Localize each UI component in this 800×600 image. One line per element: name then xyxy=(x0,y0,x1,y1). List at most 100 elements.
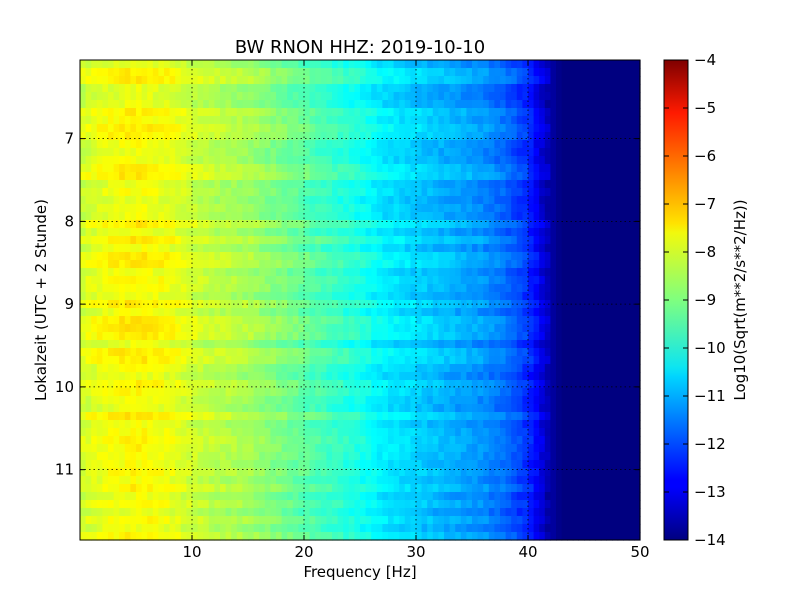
heatmap-cell xyxy=(270,276,277,285)
heatmap-cell xyxy=(382,356,389,365)
heatmap-cell xyxy=(169,204,176,213)
heatmap-cell xyxy=(276,452,283,461)
heatmap-cell xyxy=(91,116,98,125)
heatmap-cell xyxy=(259,452,266,461)
heatmap-cell xyxy=(466,420,473,429)
heatmap-cell xyxy=(343,276,350,285)
heatmap-cell xyxy=(393,84,400,93)
heatmap-cell xyxy=(606,76,613,85)
heatmap-cell xyxy=(354,164,361,173)
heatmap-cell xyxy=(455,76,462,85)
heatmap-cell xyxy=(332,444,339,453)
heatmap-cell xyxy=(623,228,630,237)
heatmap-cell xyxy=(416,260,423,269)
heatmap-cell xyxy=(276,340,283,349)
heatmap-cell xyxy=(438,284,445,293)
heatmap-cell xyxy=(248,156,255,165)
heatmap-cell xyxy=(287,188,294,197)
heatmap-cell xyxy=(466,436,473,445)
heatmap-cell xyxy=(91,148,98,157)
heatmap-cell xyxy=(444,380,451,389)
heatmap-cell xyxy=(427,68,434,77)
heatmap-cell xyxy=(550,140,557,149)
heatmap-cell xyxy=(343,212,350,221)
heatmap-cell xyxy=(136,420,143,429)
heatmap-cell xyxy=(343,196,350,205)
heatmap-cell xyxy=(287,244,294,253)
heatmap-cell xyxy=(248,364,255,373)
heatmap-cell xyxy=(494,452,501,461)
heatmap-cell xyxy=(108,164,115,173)
heatmap-cell xyxy=(276,68,283,77)
heatmap-cell xyxy=(91,412,98,421)
heatmap-cell xyxy=(348,260,355,269)
heatmap-cell xyxy=(382,420,389,429)
heatmap-cell xyxy=(399,300,406,309)
heatmap-cell xyxy=(516,188,523,197)
heatmap-cell xyxy=(108,428,115,437)
heatmap-cell xyxy=(612,164,619,173)
heatmap-cell xyxy=(259,60,266,69)
heatmap-cell xyxy=(449,164,456,173)
heatmap-cell xyxy=(309,228,316,237)
heatmap-cell xyxy=(483,244,490,253)
heatmap-cell xyxy=(460,92,467,101)
heatmap-cell xyxy=(421,436,428,445)
heatmap-cell xyxy=(343,284,350,293)
heatmap-cell xyxy=(80,188,87,197)
heatmap-cell xyxy=(410,428,417,437)
heatmap-cell xyxy=(628,284,635,293)
heatmap-cell xyxy=(96,420,103,429)
heatmap-cell xyxy=(214,108,221,117)
heatmap-cell xyxy=(102,444,109,453)
heatmap-cell xyxy=(220,140,227,149)
heatmap-cell xyxy=(522,180,529,189)
heatmap-cell xyxy=(80,428,87,437)
heatmap-cell xyxy=(292,276,299,285)
heatmap-cell xyxy=(343,268,350,277)
heatmap-cell xyxy=(225,308,232,317)
heatmap-cell xyxy=(158,188,165,197)
heatmap-cell xyxy=(494,100,501,109)
heatmap-cell xyxy=(304,428,311,437)
heatmap-cell xyxy=(304,284,311,293)
heatmap-cell xyxy=(203,420,210,429)
heatmap-cell xyxy=(152,140,159,149)
heatmap-cell xyxy=(427,412,434,421)
heatmap-cell xyxy=(259,196,266,205)
heatmap-cell xyxy=(600,244,607,253)
heatmap-cell xyxy=(393,396,400,405)
heatmap-cell xyxy=(376,308,383,317)
heatmap-cell xyxy=(449,260,456,269)
heatmap-cell xyxy=(477,332,484,341)
heatmap-cell xyxy=(634,60,641,69)
heatmap-cell xyxy=(152,372,159,381)
heatmap-cell xyxy=(483,340,490,349)
heatmap-cell xyxy=(556,372,563,381)
heatmap-cell xyxy=(505,452,512,461)
heatmap-cell xyxy=(320,140,327,149)
heatmap-cell xyxy=(612,76,619,85)
heatmap-cell xyxy=(231,444,238,453)
heatmap-cell xyxy=(192,156,199,165)
heatmap-cell xyxy=(488,332,495,341)
heatmap-cell xyxy=(96,76,103,85)
heatmap-cell xyxy=(371,100,378,109)
heatmap-cell xyxy=(220,404,227,413)
heatmap-cell xyxy=(416,268,423,277)
heatmap-cell xyxy=(253,116,260,125)
heatmap-cell xyxy=(91,188,98,197)
heatmap-cell xyxy=(315,388,322,397)
heatmap-cell xyxy=(388,84,395,93)
heatmap-cell xyxy=(85,284,92,293)
heatmap-cell xyxy=(432,156,439,165)
heatmap-cell xyxy=(382,132,389,141)
heatmap-cell xyxy=(180,324,187,333)
heatmap-cell xyxy=(164,76,171,85)
heatmap-cell xyxy=(337,308,344,317)
heatmap-cell xyxy=(309,236,316,245)
heatmap-cell xyxy=(472,164,479,173)
heatmap-cell xyxy=(264,260,271,269)
heatmap-cell xyxy=(460,404,467,413)
heatmap-cell xyxy=(522,348,529,357)
